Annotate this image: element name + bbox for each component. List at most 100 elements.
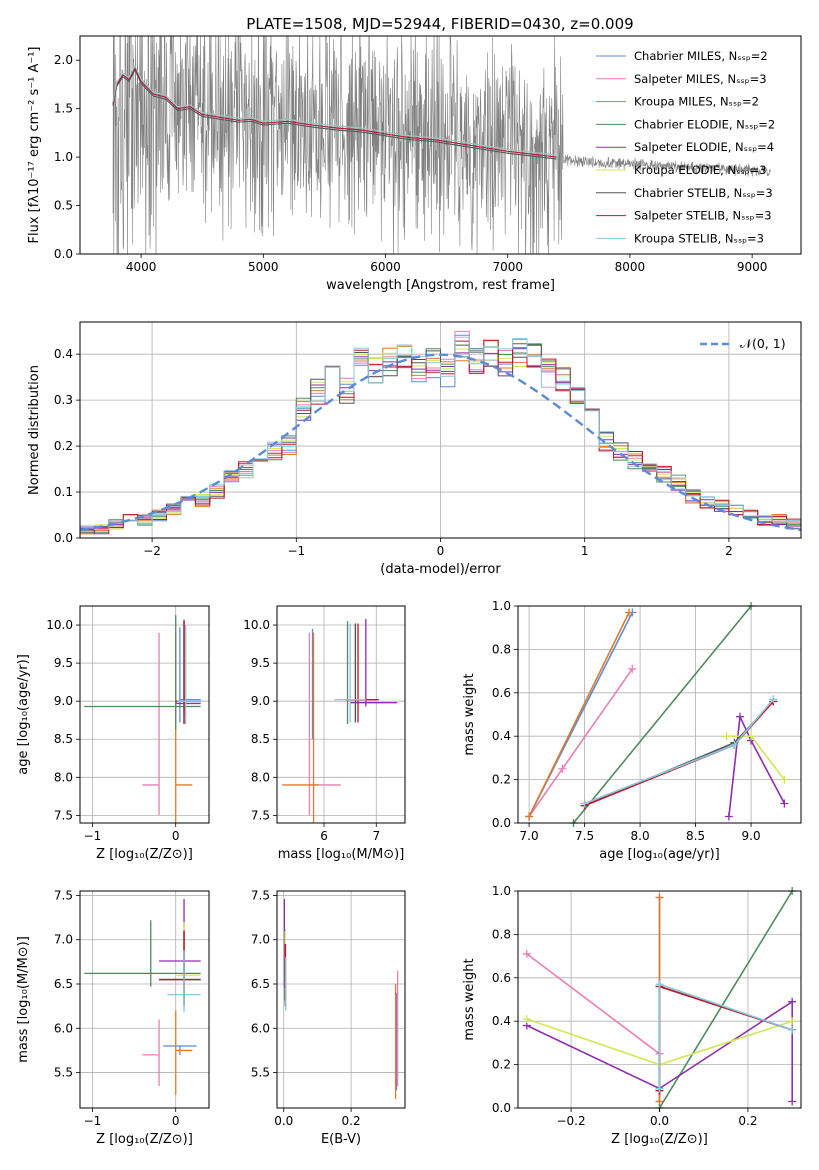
y-tick-label: 0.0 bbox=[492, 816, 511, 830]
y-tick-label: 0.2 bbox=[492, 773, 511, 787]
y-tick-label: 0.1 bbox=[54, 485, 73, 499]
y-tick-label: 0.4 bbox=[492, 1014, 511, 1028]
y-tick-label: 0.3 bbox=[54, 393, 73, 407]
x-tick-label: 6 bbox=[320, 829, 328, 843]
y-tick-label: 0.0 bbox=[54, 247, 73, 261]
y-tick-label: 8.5 bbox=[251, 732, 270, 746]
y-tick-label: 1.0 bbox=[54, 150, 73, 164]
panel-age-vs-Z: −1 0 7.5 8.0 8.5 9.0 9.5 10.0 Z [log₁₀(Z/Z⊙)] age… bbox=[16, 605, 210, 862]
spectrum-plot-area bbox=[112, 36, 771, 254]
weight-point-5 bbox=[724, 812, 733, 821]
x-tick-label: 2 bbox=[725, 544, 733, 558]
x-tick-label: 9000 bbox=[737, 260, 768, 274]
legend-label-5: Salpeter ELODIE, Nₛₛₚ=4 bbox=[634, 140, 774, 154]
weight-point-3 bbox=[655, 893, 664, 902]
histogram-series-7 bbox=[80, 344, 801, 534]
y-tick-label: 10.0 bbox=[243, 618, 270, 632]
spectrum-legend: Chabrier MILES, Nₛₛₚ=2 Salpeter MILES, Nₛ… bbox=[596, 49, 775, 245]
y-tick-label: 6.5 bbox=[251, 977, 270, 991]
legend-label-8: Salpeter STELIB, Nₛₛₚ=3 bbox=[634, 209, 772, 223]
age-vs-Z-plot-area bbox=[84, 615, 203, 823]
x-tick-label: 0.2 bbox=[342, 1114, 361, 1128]
axes-frame bbox=[276, 605, 406, 824]
weight-point-9 bbox=[769, 695, 778, 704]
legend-label-1: Chabrier MILES, Nₛₛₚ=2 bbox=[634, 49, 768, 63]
y-tick-label: 0.5 bbox=[54, 199, 73, 213]
x-tick-label: 0.2 bbox=[738, 1114, 757, 1128]
x-axis-label: mass [log₁₀(M/M⊙)] bbox=[278, 847, 405, 862]
x-tick-label: 0.0 bbox=[274, 1114, 293, 1128]
y-tick-label: 0.4 bbox=[492, 729, 511, 743]
y-tick-label: 2.0 bbox=[54, 53, 73, 67]
weight-point-6 bbox=[747, 732, 756, 741]
y-tick-label: 1.0 bbox=[492, 884, 511, 898]
weight-point-2 bbox=[628, 664, 637, 673]
x-tick-label: 0 bbox=[437, 544, 445, 558]
x-tick-label: 0 bbox=[172, 1114, 180, 1128]
weight-point-5 bbox=[780, 799, 789, 808]
x-axis-label: Z [log₁₀(Z/Z⊙)] bbox=[611, 1132, 708, 1147]
weight-point-9 bbox=[730, 740, 739, 749]
legend-label-9: Kroupa STELIB, Nₛₛₚ=3 bbox=[634, 231, 764, 245]
legend-label-3: Kroupa MILES, Nₛₛₚ=2 bbox=[634, 95, 759, 109]
weight-line-4 bbox=[572, 605, 752, 824]
y-tick-label: 9.5 bbox=[251, 656, 270, 670]
x-tick-label: 7 bbox=[372, 829, 380, 843]
weight-point-3 bbox=[624, 608, 633, 617]
weight-point-6 bbox=[722, 732, 731, 741]
x-tick-label: 4000 bbox=[126, 260, 157, 274]
mass-weight-vs-age-plot-area bbox=[525, 602, 789, 827]
y-tick-label: 0.0 bbox=[54, 531, 73, 545]
x-tick-label: −1 bbox=[287, 544, 305, 558]
weight-point-6 bbox=[788, 1017, 797, 1026]
panel-mass-vs-ebv: 0.0 0.2 5.5 6.0 6.5 7.0 7.5 E(B-V) bbox=[251, 888, 406, 1147]
y-tick-label: 7.0 bbox=[251, 933, 270, 947]
observed-spectrum bbox=[112, 36, 771, 254]
y-tick-label: 0.6 bbox=[492, 686, 511, 700]
y-tick-label: 6.5 bbox=[54, 977, 73, 991]
weight-point-5 bbox=[788, 997, 797, 1006]
histogram-plot-area bbox=[80, 330, 801, 535]
legend-gaussian-label: 𝒩(0, 1) bbox=[740, 336, 786, 351]
y-tick-label: 0.8 bbox=[492, 642, 511, 656]
y-tick-label: 1.0 bbox=[492, 599, 511, 613]
x-axis-label: E(B-V) bbox=[321, 1132, 361, 1147]
x-axis-label: (data-model)/error bbox=[380, 562, 501, 577]
y-tick-label: 7.5 bbox=[251, 808, 270, 822]
y-tick-label: 10.0 bbox=[46, 618, 73, 632]
x-tick-label: 1 bbox=[581, 544, 589, 558]
model-spectrum-7 bbox=[112, 68, 557, 160]
legend-label-2: Salpeter MILES, Nₛₛₚ=3 bbox=[634, 72, 767, 86]
y-axis-label: Normed distribution bbox=[27, 365, 42, 495]
weight-point-6 bbox=[522, 1015, 531, 1024]
age-vs-mass-plot-area bbox=[282, 618, 398, 823]
panel-mass-weight-vs-Z: −0.2 0.0 0.2 0.0 0.2 0.4 0.6 0.8 1.0 Z [log₁₀(Z/Z… bbox=[462, 884, 802, 1147]
axes-frame bbox=[276, 890, 406, 1109]
model-spectrum-9 bbox=[112, 64, 557, 156]
legend-label-6: Kroupa ELODIE, Nₛₛₚ=3 bbox=[634, 163, 767, 177]
gaussian-curve bbox=[80, 353, 801, 532]
x-tick-label: −1 bbox=[84, 1114, 102, 1128]
legend-label-7: Chabrier STELIB, Nₛₛₚ=3 bbox=[634, 186, 773, 200]
histogram-series-9 bbox=[80, 336, 801, 530]
weight-point-6 bbox=[780, 775, 789, 784]
model-spectrum-8 bbox=[112, 66, 557, 158]
panel-residual-histogram: −2 −1 0 1 2 0.0 0.1 0.2 0.3 0.4 (data-model)/error… bbox=[27, 321, 802, 577]
axes-frame bbox=[79, 605, 210, 824]
y-tick-label: 6.0 bbox=[251, 1021, 270, 1035]
weight-point-9 bbox=[655, 980, 664, 989]
x-tick-label: 0.0 bbox=[650, 1114, 669, 1128]
x-tick-label: −1 bbox=[84, 829, 102, 843]
y-tick-label: 9.0 bbox=[54, 694, 73, 708]
panel-mass-weight-vs-age: 7.0 7.5 8.0 8.5 9.0 0.0 0.2 0.4 0.6 0.8 1.0 age [lo… bbox=[462, 599, 802, 862]
y-axis-label: mass weight bbox=[462, 673, 477, 755]
y-tick-label: 7.0 bbox=[54, 933, 73, 947]
axes-frame bbox=[517, 605, 802, 824]
weight-point-9 bbox=[788, 1025, 797, 1034]
y-tick-label: 7.5 bbox=[54, 808, 73, 822]
y-axis-label: Flux [fλ10⁻¹⁷ erg cm⁻² s⁻¹ A⁻¹] bbox=[27, 47, 42, 244]
x-tick-label: 9.0 bbox=[742, 829, 761, 843]
y-tick-label: 6.0 bbox=[54, 1021, 73, 1035]
weight-line-4 bbox=[658, 890, 793, 1109]
weight-point-2 bbox=[522, 949, 531, 958]
